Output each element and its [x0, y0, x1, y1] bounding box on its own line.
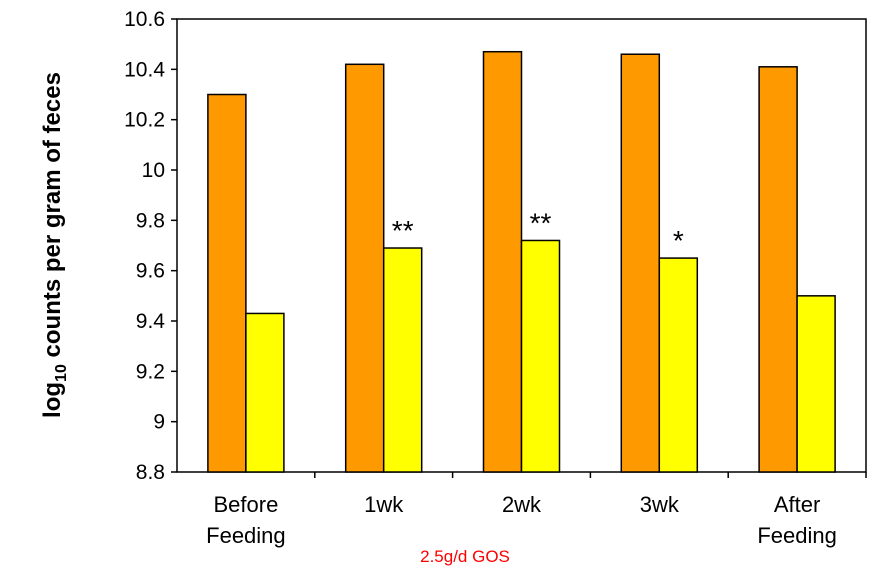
x-category-label: 1wk	[364, 492, 404, 517]
x-category-label: 3wk	[640, 492, 680, 517]
bar-orange-4	[758, 66, 798, 473]
y-tick-label: 9.6	[136, 260, 165, 283]
x-category-label: After	[774, 492, 820, 517]
x-category-label: 2wk	[502, 492, 542, 517]
y-tick-label: 9.8	[136, 209, 165, 232]
bar-yellow-4	[796, 295, 836, 473]
y-tick-label: 9	[153, 411, 165, 434]
significance-marker: **	[392, 215, 414, 246]
bar-yellow-0	[245, 312, 285, 473]
y-tick-label: 10.6	[124, 8, 165, 31]
bar-yellow-2	[520, 239, 561, 473]
bar-orange-1	[344, 63, 385, 473]
treatment-note: 2.5g/d GOS	[420, 547, 510, 566]
bar-yellow-3	[658, 257, 699, 473]
y-tick-label: 8.8	[136, 461, 165, 484]
y-tick-label: 10.2	[124, 109, 165, 132]
significance-marker: **	[530, 207, 552, 238]
bar-yellow-1	[382, 247, 423, 473]
y-axis-label: log10 counts per gram of feces	[39, 72, 70, 418]
x-category-label: Feeding	[757, 523, 837, 548]
bar-orange-2	[482, 50, 523, 473]
y-tick-label: 9.4	[136, 310, 166, 333]
bar-orange-3	[620, 53, 661, 473]
bar-orange-0	[207, 93, 247, 473]
y-tick-label: 10.4	[124, 58, 165, 81]
x-category-label: Before	[213, 492, 278, 517]
significance-marker: *	[673, 225, 684, 256]
y-tick-label: 9.2	[136, 360, 165, 383]
x-category-label: Feeding	[206, 523, 286, 548]
y-tick-label: 10	[142, 159, 165, 182]
